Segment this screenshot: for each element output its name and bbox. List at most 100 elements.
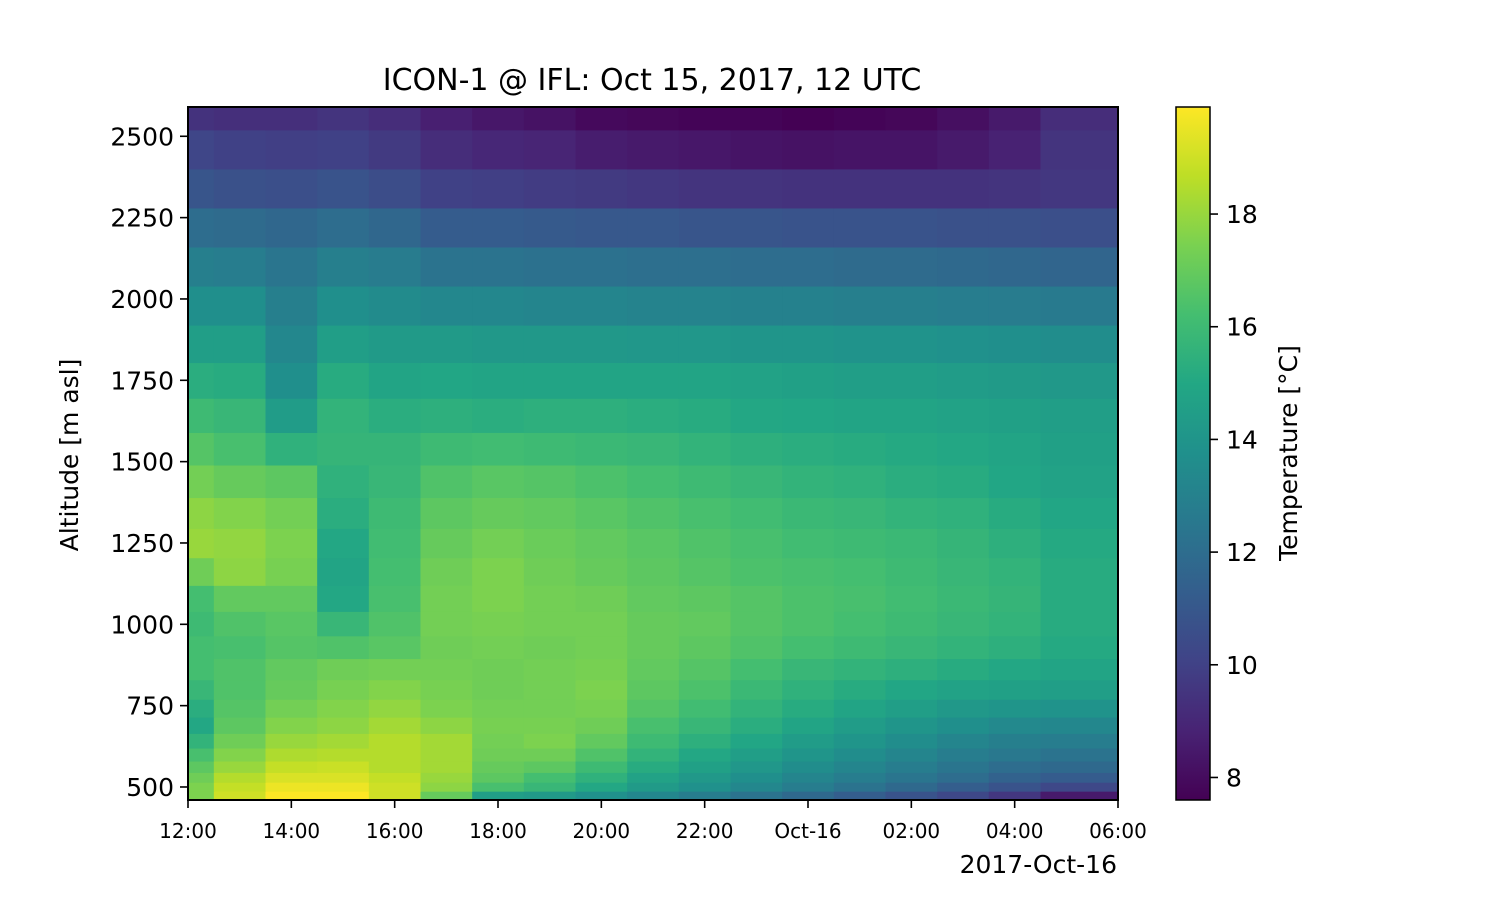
heatmap-cell — [265, 432, 318, 466]
heatmap-cell — [420, 658, 473, 681]
heatmap-cell — [885, 760, 938, 773]
heatmap-cell — [575, 107, 628, 131]
heatmap-cell — [782, 611, 835, 637]
heatmap-cell — [730, 246, 783, 287]
heatmap-cell — [730, 717, 783, 734]
heatmap-cell — [420, 129, 473, 170]
heatmap-cell — [472, 733, 525, 749]
heatmap-cell — [730, 464, 783, 499]
x-tick-label: Oct-16 — [774, 819, 841, 843]
heatmap-cell — [1040, 611, 1119, 637]
heatmap-cell — [782, 791, 835, 801]
heatmap-cell — [730, 324, 783, 364]
heatmap-cell — [575, 528, 628, 559]
heatmap-cell — [937, 362, 990, 399]
heatmap-cell — [988, 168, 1042, 209]
heatmap-cell — [265, 733, 318, 749]
heatmap-cell — [420, 528, 473, 559]
heatmap-cell — [885, 557, 938, 586]
heatmap-cell — [988, 207, 1042, 248]
heatmap-cell — [885, 207, 938, 248]
heatmap-cell — [988, 528, 1042, 559]
heatmap-cell — [678, 747, 732, 762]
heatmap-cell — [213, 782, 267, 792]
heatmap-cell — [885, 528, 938, 559]
heatmap-cell — [833, 658, 887, 681]
colorbar-tick-label: 16 — [1226, 313, 1258, 342]
heatmap-cell — [782, 635, 835, 660]
heatmap-cell — [317, 432, 370, 466]
heatmap-cell — [420, 772, 473, 783]
heatmap-cell — [265, 791, 318, 801]
heatmap-cell — [523, 528, 577, 559]
heatmap-cell — [730, 107, 783, 131]
heatmap-cell — [782, 760, 835, 773]
heatmap-cell — [1040, 324, 1119, 364]
heatmap-cell — [730, 168, 783, 209]
heatmap-cell — [575, 733, 628, 749]
heatmap-cell — [368, 782, 422, 792]
heatmap-cell — [575, 246, 628, 287]
heatmap-cell — [420, 782, 473, 792]
heatmap-cell — [317, 699, 370, 718]
heatmap-cell — [988, 699, 1042, 718]
heatmap-cell — [1040, 635, 1119, 660]
heatmap-cell — [678, 772, 732, 783]
heatmap-cell — [213, 658, 267, 681]
heatmap-cell — [988, 679, 1042, 700]
colorbar-tick-label: 18 — [1226, 200, 1258, 229]
heatmap-cell — [1040, 432, 1119, 466]
heatmap-cell — [472, 528, 525, 559]
heatmap-cell — [678, 246, 732, 287]
heatmap-cell — [472, 285, 525, 326]
heatmap-cell — [188, 760, 215, 773]
heatmap-cell — [627, 362, 680, 399]
heatmap-cell — [523, 658, 577, 681]
heatmap-cell — [885, 733, 938, 749]
heatmap-cell — [472, 760, 525, 773]
heatmap-cell — [368, 772, 422, 783]
heatmap-cell — [833, 782, 887, 792]
heatmap-cell — [678, 207, 732, 248]
heatmap-cell — [885, 464, 938, 499]
x-tick-label: 12:00 — [159, 819, 217, 843]
heatmap-cell — [833, 635, 887, 660]
heatmap-cell — [937, 497, 990, 529]
heatmap-cell — [472, 611, 525, 637]
heatmap-cell — [317, 772, 370, 783]
heatmap-cell — [188, 791, 215, 801]
heatmap-cell — [988, 717, 1042, 734]
heatmap-cell — [523, 611, 577, 637]
heatmap-cell — [678, 497, 732, 529]
heatmap-cell — [833, 398, 887, 433]
heatmap-cell — [937, 585, 990, 612]
heatmap-cell — [523, 207, 577, 248]
heatmap-cell — [317, 733, 370, 749]
heatmap-cell — [937, 107, 990, 131]
heatmap-cell — [188, 398, 215, 433]
heatmap-cell — [523, 432, 577, 466]
colorbar — [1175, 106, 1211, 801]
heatmap-cell — [420, 733, 473, 749]
heatmap-cell — [937, 464, 990, 499]
heatmap-cell — [368, 497, 422, 529]
heatmap-cell — [575, 658, 628, 681]
heatmap-cell — [833, 362, 887, 399]
heatmap-cell — [833, 585, 887, 612]
heatmap-cell — [265, 635, 318, 660]
heatmap-cell — [678, 782, 732, 792]
heatmap-cell — [420, 611, 473, 637]
heatmap-cell — [627, 747, 680, 762]
heatmap-cell — [678, 464, 732, 499]
heatmap-cell — [782, 747, 835, 762]
heatmap-cell — [368, 432, 422, 466]
heatmap-cell — [575, 324, 628, 364]
x-tick-label: 20:00 — [573, 819, 631, 843]
heatmap-cell — [188, 699, 215, 718]
heatmap-cell — [782, 658, 835, 681]
heatmap-cell — [575, 464, 628, 499]
heatmap-cell — [368, 658, 422, 681]
heatmap-cell — [523, 699, 577, 718]
heatmap-cell — [265, 557, 318, 586]
heatmap-cell — [575, 207, 628, 248]
